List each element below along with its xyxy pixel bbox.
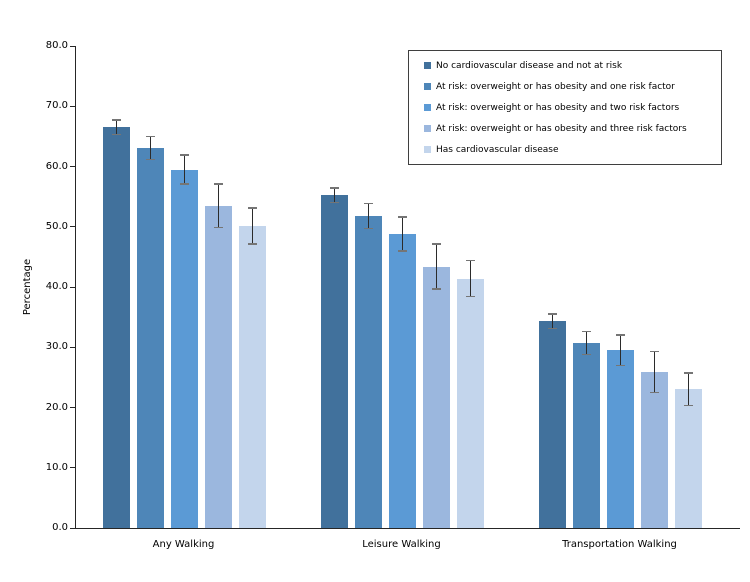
error-bar-cap-top bbox=[248, 207, 257, 209]
error-bar-cap-top bbox=[146, 135, 155, 138]
error-bar bbox=[401, 217, 404, 251]
error-bar bbox=[435, 244, 438, 289]
bar bbox=[171, 169, 198, 528]
error-bar-cap-top bbox=[684, 372, 693, 374]
error-bar bbox=[687, 373, 690, 406]
error-bar-cap-bottom bbox=[432, 288, 441, 290]
plot-area bbox=[75, 46, 740, 529]
y-tick-mark bbox=[70, 407, 75, 408]
legend: No cardiovascular disease and not at ris… bbox=[408, 50, 722, 165]
y-tick-label: 30.0 bbox=[45, 341, 68, 353]
bar bbox=[607, 350, 634, 528]
error-bar bbox=[367, 203, 370, 229]
legend-label: At risk: overweight or has obesity and t… bbox=[436, 102, 680, 113]
error-bar-cap-bottom bbox=[214, 226, 223, 229]
error-bar-cap-bottom bbox=[146, 158, 155, 161]
error-bar-cap-bottom bbox=[684, 404, 693, 407]
legend-swatch bbox=[424, 146, 431, 153]
error-bar-cap-bottom bbox=[180, 183, 189, 185]
y-tick-label: 10.0 bbox=[45, 461, 68, 473]
error-bar bbox=[115, 120, 118, 135]
y-tick-label: 40.0 bbox=[45, 281, 68, 292]
bar bbox=[389, 233, 416, 528]
y-tick-label: 70.0 bbox=[45, 100, 68, 112]
y-tick-mark bbox=[70, 105, 75, 107]
error-bar bbox=[333, 188, 336, 203]
legend-swatch bbox=[424, 83, 431, 90]
bar bbox=[239, 226, 266, 528]
error-bar-cap-bottom bbox=[364, 227, 373, 230]
legend-swatch bbox=[424, 62, 431, 69]
y-tick-mark bbox=[70, 45, 75, 47]
error-bar-cap-bottom bbox=[548, 327, 557, 330]
error-bar-cap-top bbox=[548, 313, 557, 315]
error-bar-cap-bottom bbox=[248, 243, 257, 245]
legend-label: No cardiovascular disease and not at ris… bbox=[436, 60, 623, 71]
y-tick-mark bbox=[70, 166, 75, 167]
bar bbox=[573, 343, 600, 528]
error-bar-cap-top bbox=[180, 154, 189, 156]
legend-label: At risk: overweight or has obesity and o… bbox=[436, 81, 675, 92]
bar bbox=[641, 371, 668, 528]
error-bar-cap-bottom bbox=[616, 364, 625, 367]
bar bbox=[675, 389, 702, 528]
error-bar-cap-top bbox=[650, 350, 659, 353]
y-tick-mark bbox=[70, 346, 75, 348]
error-bar-cap-bottom bbox=[112, 133, 121, 136]
error-bar bbox=[619, 335, 622, 366]
x-category-label: Any Walking bbox=[152, 539, 215, 550]
legend-label: At risk: overweight or has obesity and t… bbox=[436, 123, 687, 134]
y-tick-mark bbox=[70, 467, 75, 469]
bar bbox=[205, 205, 232, 528]
error-bar-cap-top bbox=[582, 330, 591, 333]
error-bar bbox=[551, 314, 554, 329]
bar bbox=[103, 127, 130, 528]
error-bar-cap-bottom bbox=[466, 295, 475, 298]
error-bar-cap-top bbox=[432, 243, 441, 245]
y-tick-label: 80.0 bbox=[45, 40, 68, 51]
y-tick-mark bbox=[70, 286, 75, 288]
error-bar-cap-top bbox=[616, 334, 625, 336]
error-bar-cap-top bbox=[112, 119, 121, 121]
error-bar bbox=[217, 183, 220, 228]
legend-item: At risk: overweight or has obesity and t… bbox=[424, 97, 717, 118]
error-bar-cap-bottom bbox=[330, 201, 339, 204]
y-tick-label: 60.0 bbox=[45, 160, 68, 172]
legend-item: At risk: overweight or has obesity and o… bbox=[424, 76, 717, 97]
legend-item: At risk: overweight or has obesity and t… bbox=[424, 118, 717, 139]
error-bar-cap-top bbox=[466, 259, 475, 262]
bar bbox=[539, 321, 566, 528]
y-tick-label: 50.0 bbox=[45, 220, 68, 232]
y-tick-label: 20.0 bbox=[45, 401, 68, 413]
legend-swatch bbox=[424, 125, 431, 132]
legend-label: Has cardiovascular disease bbox=[436, 144, 559, 155]
bar bbox=[457, 278, 484, 528]
error-bar bbox=[149, 136, 152, 160]
error-bar-cap-top bbox=[330, 187, 339, 189]
legend-swatch bbox=[424, 104, 431, 111]
error-bar bbox=[653, 351, 656, 393]
bar bbox=[423, 266, 450, 528]
error-bar bbox=[585, 331, 588, 355]
error-bar bbox=[469, 260, 472, 297]
y-tick-mark bbox=[70, 226, 75, 228]
y-tick-mark bbox=[70, 527, 75, 529]
bar bbox=[355, 215, 382, 528]
x-category-label: Leisure Walking bbox=[362, 539, 441, 550]
error-bar bbox=[251, 208, 254, 245]
error-bar-cap-bottom bbox=[650, 391, 659, 394]
legend-item: No cardiovascular disease and not at ris… bbox=[424, 55, 717, 76]
error-bar bbox=[183, 155, 186, 184]
error-bar-cap-top bbox=[398, 216, 407, 218]
bar bbox=[321, 195, 348, 528]
error-bar-cap-top bbox=[214, 183, 223, 185]
error-bar-cap-top bbox=[364, 202, 373, 205]
x-category-label: Transportation Walking bbox=[562, 539, 677, 550]
legend-item: Has cardiovascular disease bbox=[424, 139, 717, 160]
error-bar-cap-bottom bbox=[582, 353, 591, 356]
error-bar-cap-bottom bbox=[398, 250, 407, 252]
y-tick-label: 0.0 bbox=[52, 522, 68, 533]
bar bbox=[137, 147, 164, 528]
